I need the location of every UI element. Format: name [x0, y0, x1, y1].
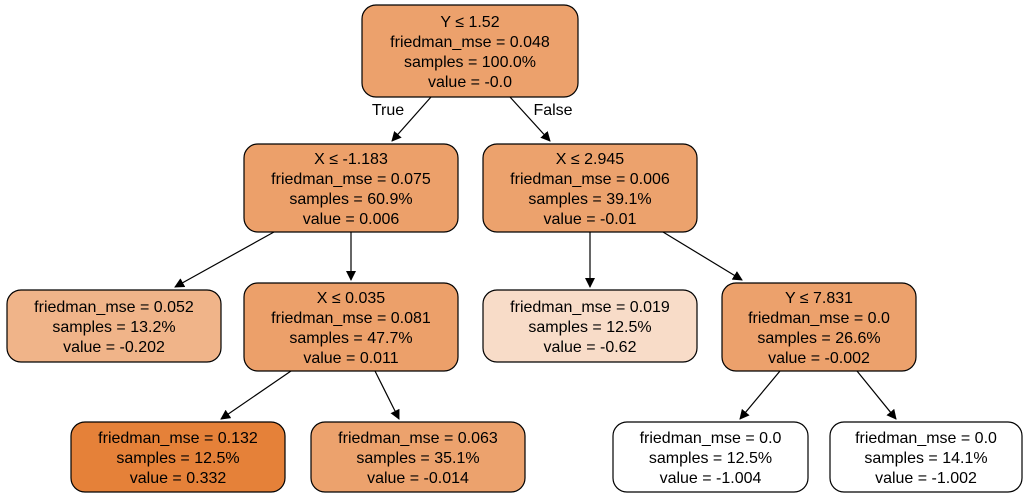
node-mse: friedman_mse = 0.048 [390, 34, 550, 51]
node-samples: samples = 35.1% [356, 450, 479, 467]
node-mse: friedman_mse = 0.081 [271, 310, 431, 327]
tree-node-n5: friedman_mse = 0.019 samples = 12.5% value… [483, 290, 697, 362]
tree-node-n6: Y ≤ 7.831 friedman_mse = 0.0 samples = 26.… [722, 283, 916, 371]
node-split-condition: X ≤ 0.035 [317, 290, 385, 307]
edge-n6-n10 [857, 371, 896, 419]
node-mse: friedman_mse = 0.132 [98, 430, 258, 447]
node-mse: friedman_mse = 0.0 [748, 310, 890, 327]
node-value: value = -1.004 [660, 470, 762, 487]
node-value: value = -0.01 [544, 211, 637, 228]
node-value: value = 0.011 [303, 350, 398, 367]
node-value: value = 0.332 [130, 470, 227, 487]
node-samples: samples = 12.5% [116, 450, 239, 467]
edge-n4-n8 [375, 371, 399, 419]
edge-n1-n3 [175, 232, 274, 287]
node-samples: samples = 26.6% [757, 330, 880, 347]
tree-node-n2: X ≤ 2.945 friedman_mse = 0.006 samples = 3… [483, 144, 697, 232]
node-mse: friedman_mse = 0.006 [510, 171, 670, 188]
tree-node-n3: friedman_mse = 0.052 samples = 13.2% value… [7, 290, 221, 362]
tree-node-root: Y ≤ 1.52 friedman_mse = 0.048 samples = 10… [362, 5, 578, 97]
tree-node-n1: X ≤ -1.183 friedman_mse = 0.075 samples = … [244, 144, 458, 232]
node-samples: samples = 39.1% [528, 191, 651, 208]
edge-n2-n6 [663, 232, 742, 280]
tree-node-n7: friedman_mse = 0.132 samples = 12.5% value… [71, 422, 285, 492]
node-samples: samples = 14.1% [864, 450, 987, 467]
node-samples: samples = 12.5% [649, 450, 772, 467]
edge-n6-n9 [740, 371, 780, 419]
tree-node-n10: friedman_mse = 0.0 samples = 14.1% value =… [830, 422, 1022, 492]
tree-node-n8: friedman_mse = 0.063 samples = 35.1% value… [311, 422, 525, 492]
edge-n4-n7 [221, 371, 291, 419]
edge-label-false: False [533, 102, 572, 119]
node-split-condition: X ≤ 2.945 [556, 151, 624, 168]
node-value: value = -0.014 [367, 470, 469, 487]
node-mse: friedman_mse = 0.0 [855, 430, 997, 447]
node-samples: samples = 12.5% [528, 319, 651, 336]
node-samples: samples = 100.0% [404, 54, 536, 71]
node-value: value = -0.0 [428, 74, 512, 91]
node-samples: samples = 13.2% [52, 319, 175, 336]
node-split-condition: Y ≤ 1.52 [440, 14, 499, 31]
node-mse: friedman_mse = 0.063 [338, 430, 498, 447]
node-value: value = -0.202 [63, 339, 165, 356]
node-value: value = -0.002 [768, 350, 870, 367]
edge-label-true: True [372, 102, 404, 119]
node-value: value = -0.62 [544, 339, 637, 356]
tree-node-n4: X ≤ 0.035 friedman_mse = 0.081 samples = 4… [244, 283, 458, 371]
node-mse: friedman_mse = 0.019 [510, 299, 670, 316]
node-split-condition: X ≤ -1.183 [314, 151, 388, 168]
node-mse: friedman_mse = 0.052 [34, 299, 194, 316]
node-mse: friedman_mse = 0.0 [640, 430, 782, 447]
nodes-layer: Y ≤ 1.52 friedman_mse = 0.048 samples = 10… [7, 5, 1022, 492]
node-value: value = -1.002 [875, 470, 977, 487]
node-mse: friedman_mse = 0.075 [271, 171, 431, 188]
node-split-condition: Y ≤ 7.831 [785, 290, 853, 307]
node-samples: samples = 60.9% [289, 191, 412, 208]
tree-node-n9: friedman_mse = 0.0 samples = 12.5% value =… [613, 422, 808, 492]
node-samples: samples = 47.7% [289, 330, 412, 347]
node-value: value = 0.006 [303, 211, 400, 228]
